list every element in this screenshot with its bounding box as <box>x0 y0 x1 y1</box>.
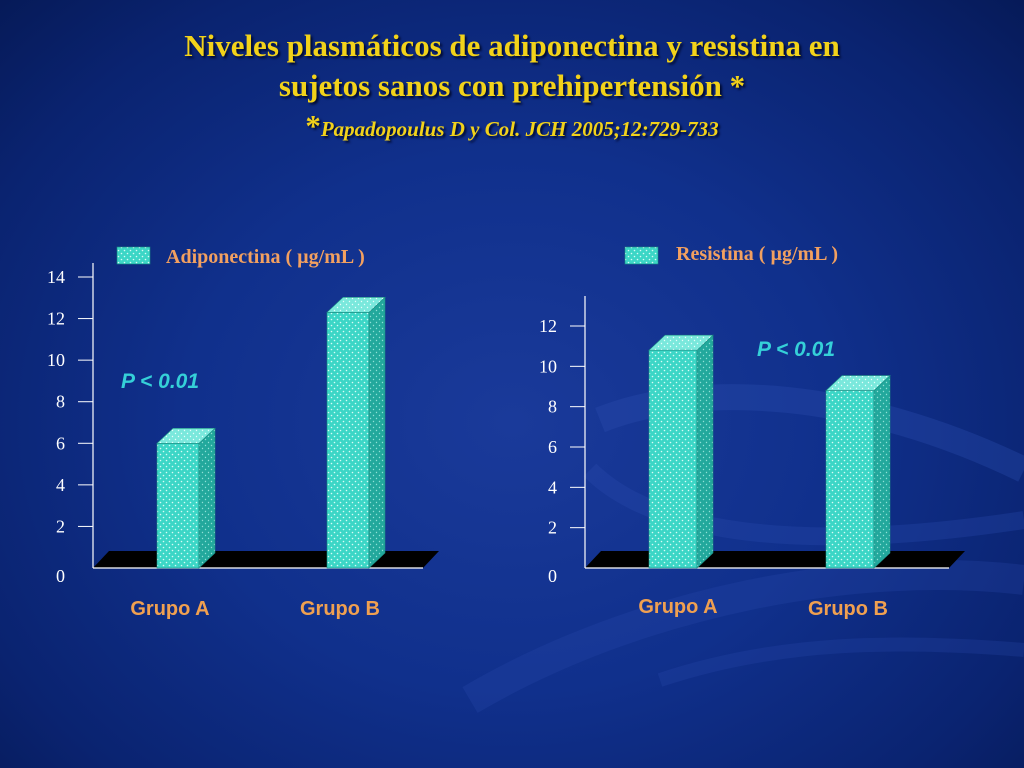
citation-line: *Papadopoulus D y Col. JCH 2005;12:729-7… <box>0 106 1024 149</box>
chart-2-y-tick-label: 6 <box>548 437 557 457</box>
chart-1-y-tick-label: 2 <box>56 516 65 536</box>
title-line-1: Niveles plasmáticos de adiponectina y re… <box>184 28 840 63</box>
chart-1-bar-side <box>198 427 216 569</box>
slide-title: Niveles plasmáticos de adiponectina y re… <box>0 26 1024 149</box>
chart-2-y-tick-label: 2 <box>548 518 557 538</box>
chart-1-y-tick-label: 6 <box>56 433 65 453</box>
chart-2-y-tick-label: 4 <box>548 477 557 497</box>
chart-2-legend-swatch <box>624 246 659 265</box>
chart-1-y-tick-label: 4 <box>56 475 65 495</box>
chart-2-category-label: Grupo B <box>808 598 888 620</box>
chart-2-y-tick-label: 8 <box>548 397 557 417</box>
chart-1-y-tick-label: 12 <box>47 309 65 329</box>
chart-2-bar-grupo-a <box>648 349 698 569</box>
chart-1-legend-swatch <box>116 246 151 265</box>
chart-2-bar-top <box>648 334 714 351</box>
title-line-2: sujetos sanos con prehipertensión * <box>278 68 746 103</box>
chart-1-bar-side <box>368 296 386 569</box>
chart-2-bar-grupo-b <box>825 390 875 569</box>
chart-2-p-value: P < 0.01 <box>757 338 835 361</box>
chart-2-bar-top <box>825 375 891 391</box>
chart-1-y-tick-label: 8 <box>56 392 65 412</box>
chart-1-bar-grupo-b <box>326 312 370 569</box>
citation-star: * <box>305 108 321 143</box>
chart-1-category-label: Grupo A <box>130 598 209 620</box>
chart-2-bar-side <box>696 334 714 569</box>
chart-2-legend-label: Resistina ( µg/mL ) <box>676 243 838 265</box>
chart-1-category-label: Grupo B <box>300 598 380 620</box>
chart-1-bar-top <box>156 427 216 444</box>
chart-2-y-tick-label: 10 <box>539 356 557 376</box>
chart-2-y-tick-label: 12 <box>539 316 557 336</box>
chart-1-p-value: P < 0.01 <box>121 370 199 393</box>
chart-1-y-tick-label: 10 <box>47 350 65 370</box>
chart-1-floor <box>93 551 439 568</box>
chart-1-bar-top <box>326 297 386 313</box>
chart-1-bar-grupo-a <box>156 442 200 569</box>
chart-1-y-tick-label: 0 <box>56 566 65 586</box>
chart-2-category-label: Grupo A <box>638 596 717 618</box>
chart-1-y-tick-label: 14 <box>47 267 65 287</box>
chart-2-floor <box>585 551 965 568</box>
chart-1-legend-label: Adiponectina ( µg/mL ) <box>166 246 365 268</box>
citation: Papadopoulus D y Col. JCH 2005;12:729-73… <box>320 117 719 141</box>
chart-2-bar-side <box>873 374 891 569</box>
chart-2-y-tick-label: 0 <box>548 566 557 586</box>
